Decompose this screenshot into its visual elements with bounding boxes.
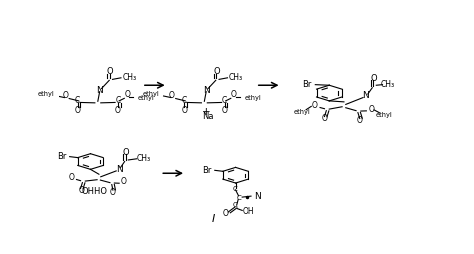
Text: CH₃: CH₃	[381, 80, 395, 89]
Text: O: O	[223, 210, 228, 218]
Text: O: O	[110, 187, 116, 197]
Text: +: +	[202, 107, 210, 117]
Text: Br: Br	[57, 152, 67, 161]
Text: O: O	[78, 186, 84, 195]
Text: C: C	[232, 202, 237, 208]
Text: C: C	[115, 96, 121, 105]
Text: O: O	[181, 106, 187, 115]
Text: ethyl: ethyl	[294, 109, 311, 115]
Text: ethyl: ethyl	[37, 91, 55, 98]
Text: Br: Br	[202, 166, 212, 175]
Text: O: O	[122, 148, 129, 157]
Text: ethyl: ethyl	[138, 95, 155, 101]
Text: C: C	[222, 96, 227, 105]
Text: O: O	[311, 101, 317, 110]
Text: C: C	[237, 195, 242, 201]
Text: O: O	[357, 116, 363, 125]
Text: ethyl: ethyl	[375, 112, 392, 118]
Text: O: O	[213, 67, 220, 76]
Text: CH₃: CH₃	[137, 154, 150, 163]
Text: N: N	[96, 86, 103, 95]
Text: O: O	[370, 74, 377, 83]
Text: O: O	[222, 106, 228, 115]
Text: Na: Na	[202, 112, 214, 121]
Text: OHHO: OHHO	[81, 187, 107, 196]
Text: N: N	[254, 192, 261, 201]
Text: N: N	[203, 86, 210, 95]
Text: O: O	[115, 106, 121, 115]
Text: O: O	[231, 90, 237, 99]
Text: I: I	[212, 214, 215, 224]
Text: ethyl: ethyl	[143, 91, 159, 98]
Text: O: O	[321, 114, 328, 123]
Text: O: O	[75, 106, 81, 115]
Text: O: O	[124, 90, 130, 99]
Text: Br: Br	[302, 80, 311, 89]
Text: CH₃: CH₃	[122, 73, 137, 82]
Text: C: C	[182, 96, 187, 105]
Text: OH: OH	[243, 207, 254, 216]
Text: O: O	[169, 91, 175, 100]
Text: C: C	[75, 96, 80, 105]
Text: O: O	[68, 173, 74, 182]
Text: ethyl: ethyl	[245, 95, 261, 101]
Text: O: O	[63, 91, 68, 100]
Text: N: N	[116, 165, 122, 174]
Text: N: N	[363, 91, 369, 101]
Text: C: C	[232, 186, 237, 192]
Text: O: O	[120, 177, 126, 186]
Text: CH₃: CH₃	[229, 73, 243, 82]
Text: O: O	[368, 105, 374, 114]
Text: O: O	[107, 67, 113, 76]
